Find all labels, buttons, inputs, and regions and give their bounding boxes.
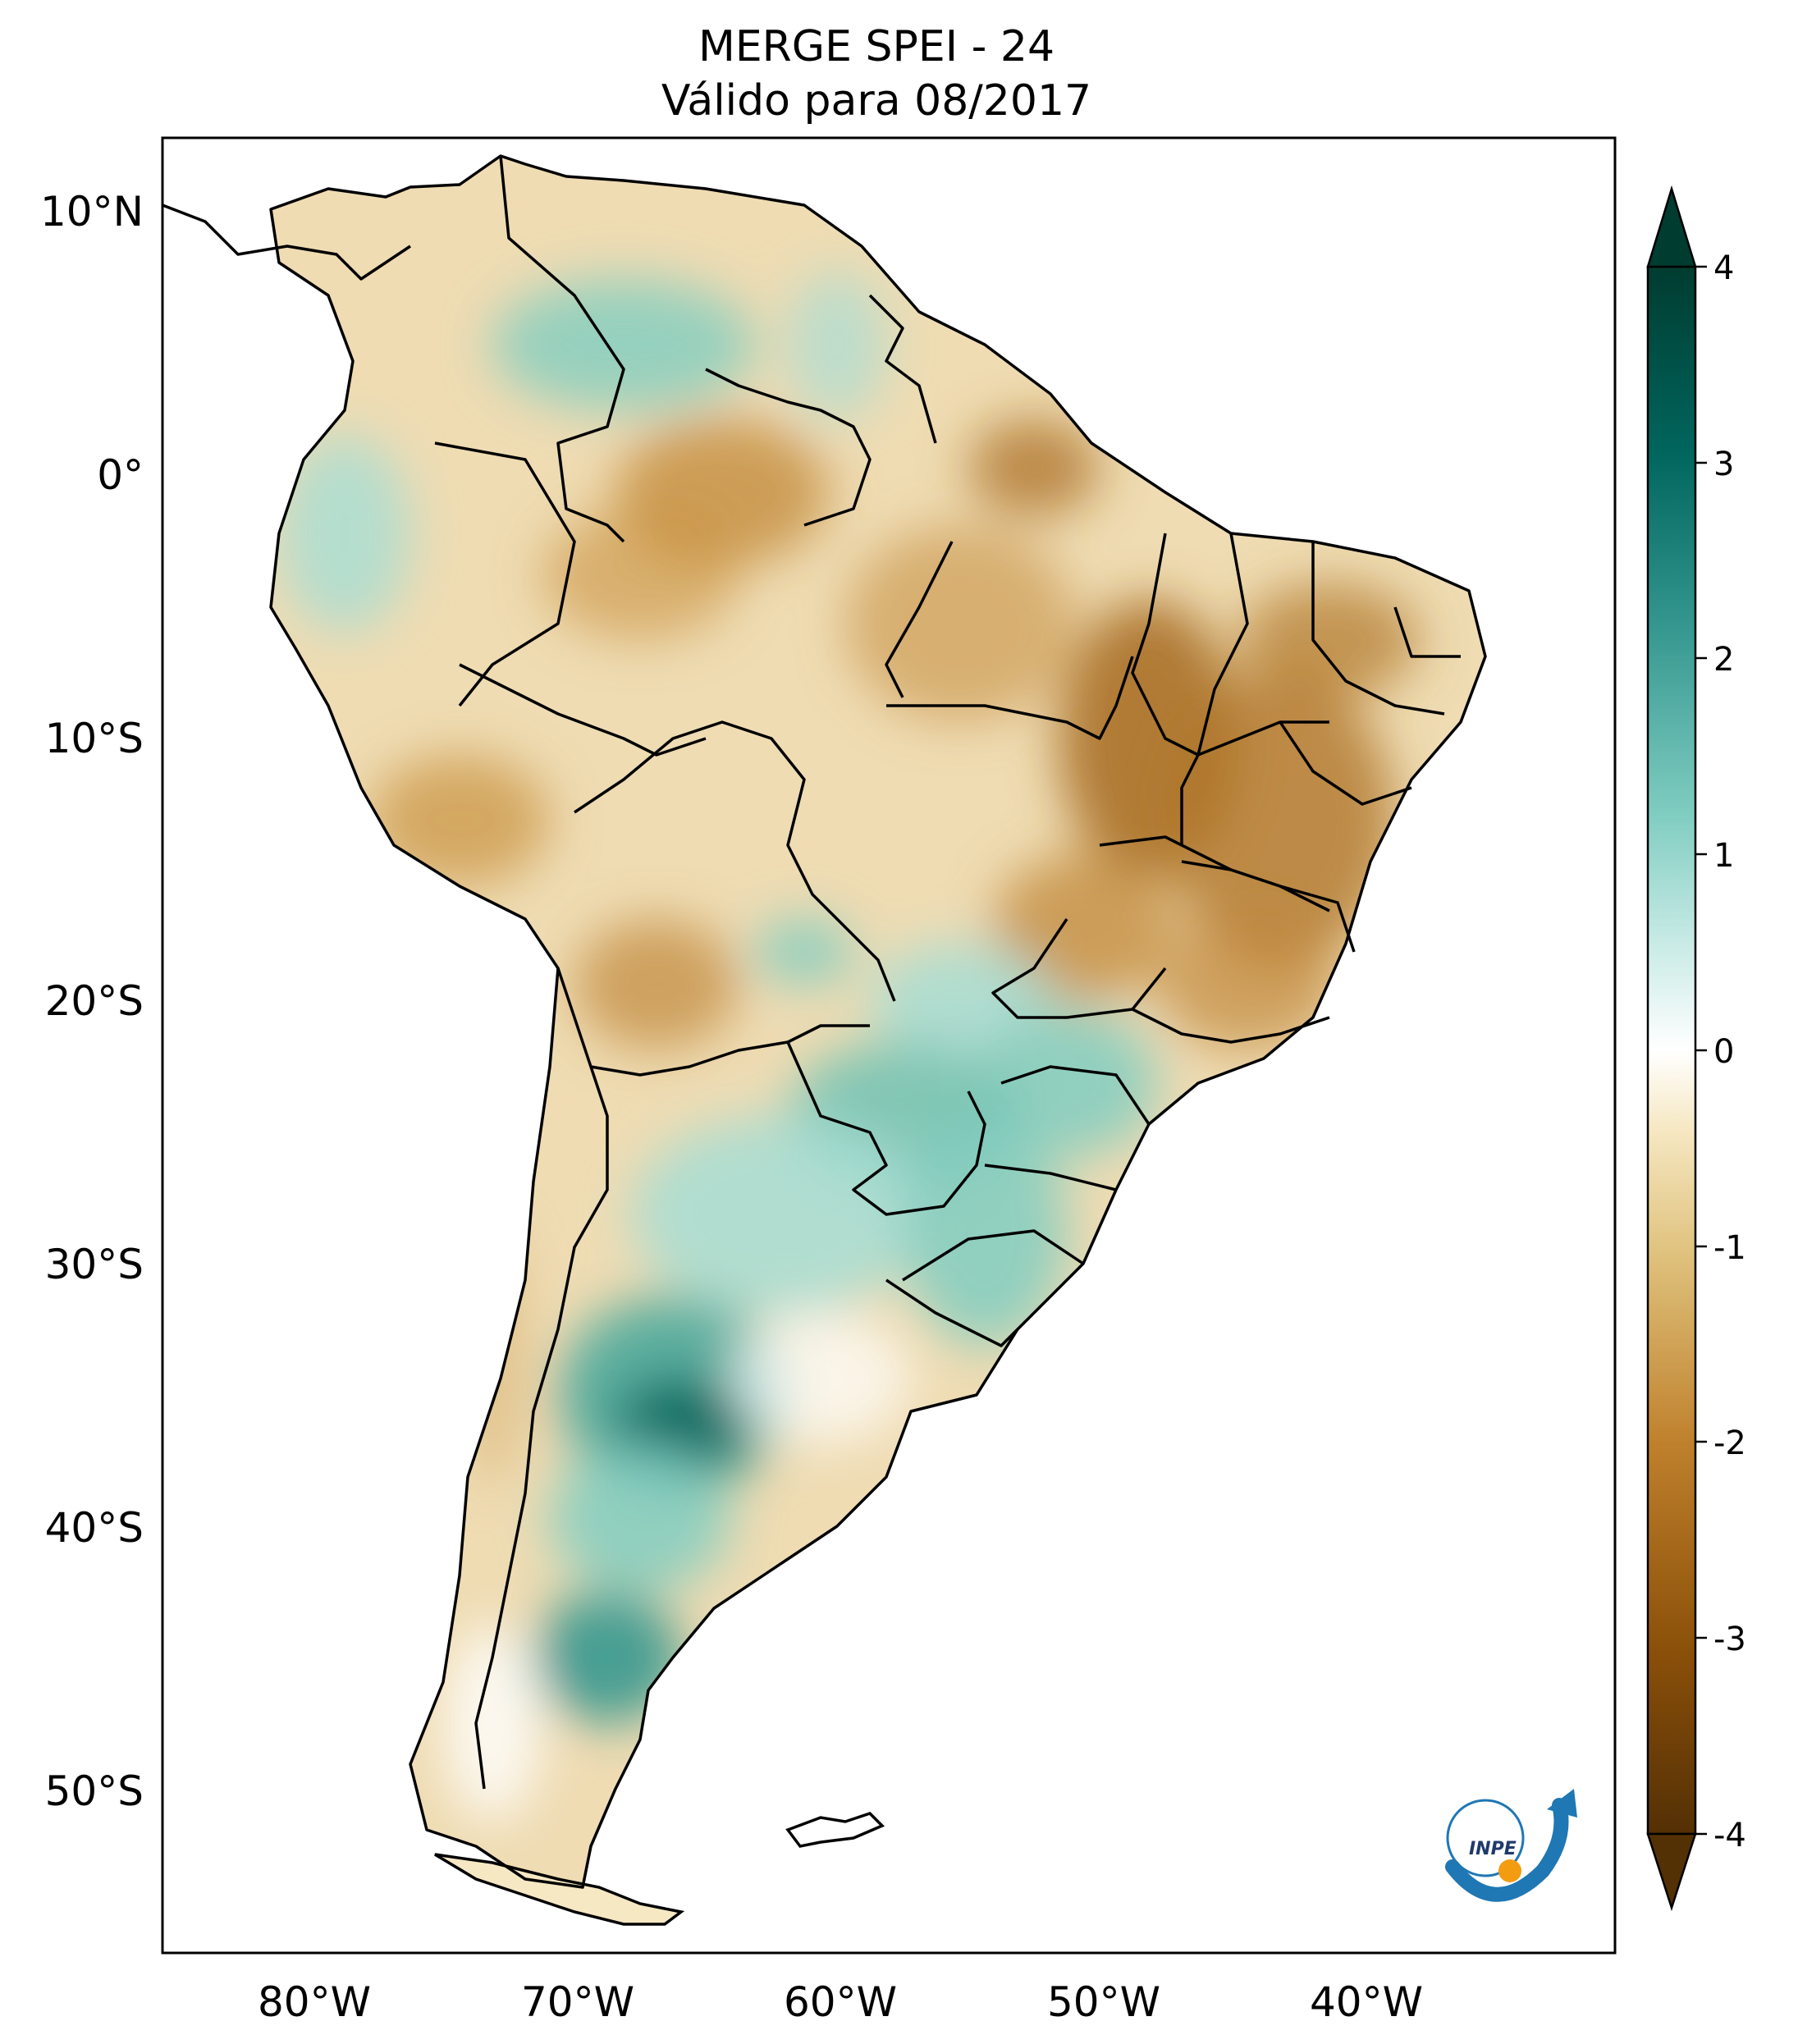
map-frame [161,136,1617,1955]
logo-text: INPE [1469,1839,1517,1859]
border-colombia-ecuador-peru [434,441,576,707]
logo-arrow-icon [1547,1789,1577,1818]
state-border-2 [886,656,1134,740]
state-border-1 [1099,835,1330,912]
border-uruguay [885,1278,1019,1347]
logo-orbit [1446,1799,1525,1877]
title-line-2: Válido para 08/2017 [661,76,1091,126]
title-line-1: MERGE SPEI - 24 [698,22,1055,71]
logo-swoosh [1445,1798,1569,1902]
lat-tick-label: 40°S [45,1504,144,1552]
border-bolivia-argentina [556,967,870,1077]
colorbar-tick-label: 2 [1713,641,1734,679]
spei-field [271,156,1485,1887]
colorbar-tick-label: -2 [1713,1424,1746,1462]
lon-tick-label: 70°W [521,1978,634,2026]
state-border-15 [1132,1008,1330,1044]
lat-tick-label: 10°N [40,188,144,235]
border-colombia-venezuela [499,155,625,543]
colorbar-tick-label: 4 [1713,249,1734,287]
state-border-3 [885,541,954,698]
border-paraguay [786,1041,986,1216]
border-bolivia-brazil [574,720,896,1002]
colorbar-ticks [1695,265,1707,1836]
lon-tick-label: 50°W [1047,1978,1160,2026]
falkland-islands [785,1811,885,1848]
lat-tick-label: 10°S [45,715,144,762]
colorbar-body [1646,265,1697,1836]
lat-tick-label: 20°S [45,977,144,1025]
state-border-12 [1180,754,1200,845]
state-border-7 [902,1229,1084,1282]
lat-axis: 10°N 0° 10°S 20°S 30°S 40°S 50°S [40,188,144,1815]
state-border-5 [1000,1065,1151,1125]
logo-sun [1498,1859,1521,1882]
lat-tick-label: 0° [97,451,144,499]
state-border-10 [1311,542,1445,716]
border-chile-argentina [474,1066,609,1790]
colorbar-tick-label: 3 [1713,446,1734,483]
colorbar: 4 3 2 1 0 -1 -2 -3 -4 [1646,185,1746,1912]
lat-tick-label: 50°S [45,1767,144,1815]
lon-tick-label: 60°W [784,1978,897,2026]
colorbar-tick-label: -3 [1713,1621,1746,1658]
coastline [269,154,1487,1889]
border-venezuela-brazil [705,368,872,527]
colorbar-extend-max [1646,185,1697,268]
lon-tick-label: 40°W [1310,1978,1423,2026]
spei-anomaly-blobs [279,271,1420,1822]
border-guyana [868,294,937,444]
border-lines [162,154,1487,1889]
state-border-6 [984,1164,1117,1191]
state-border-13 [1279,721,1412,806]
state-border-8 [1131,533,1199,757]
colorbar-tick-label: 1 [1713,837,1734,875]
lon-axis: 80°W 70°W 60°W 50°W 40°W [258,1978,1423,2026]
border-peru-brazil [459,663,707,757]
colorbar-tick-label: 0 [1713,1033,1734,1071]
lon-tick-label: 80°W [258,1978,371,2026]
lat-tick-label: 30°S [45,1241,144,1288]
state-border-9 [1196,533,1329,757]
colorbar-tick-label: -1 [1713,1229,1746,1267]
colorbar-extend-min [1646,1832,1697,1912]
inpe-logo: INPE [1445,1789,1577,1902]
colorbar-tick-label: -4 [1713,1817,1746,1854]
central-america-border [162,203,411,281]
state-border-14 [1181,860,1356,953]
state-border-11 [1393,606,1461,658]
tierra-del-fuego [434,1853,685,1926]
